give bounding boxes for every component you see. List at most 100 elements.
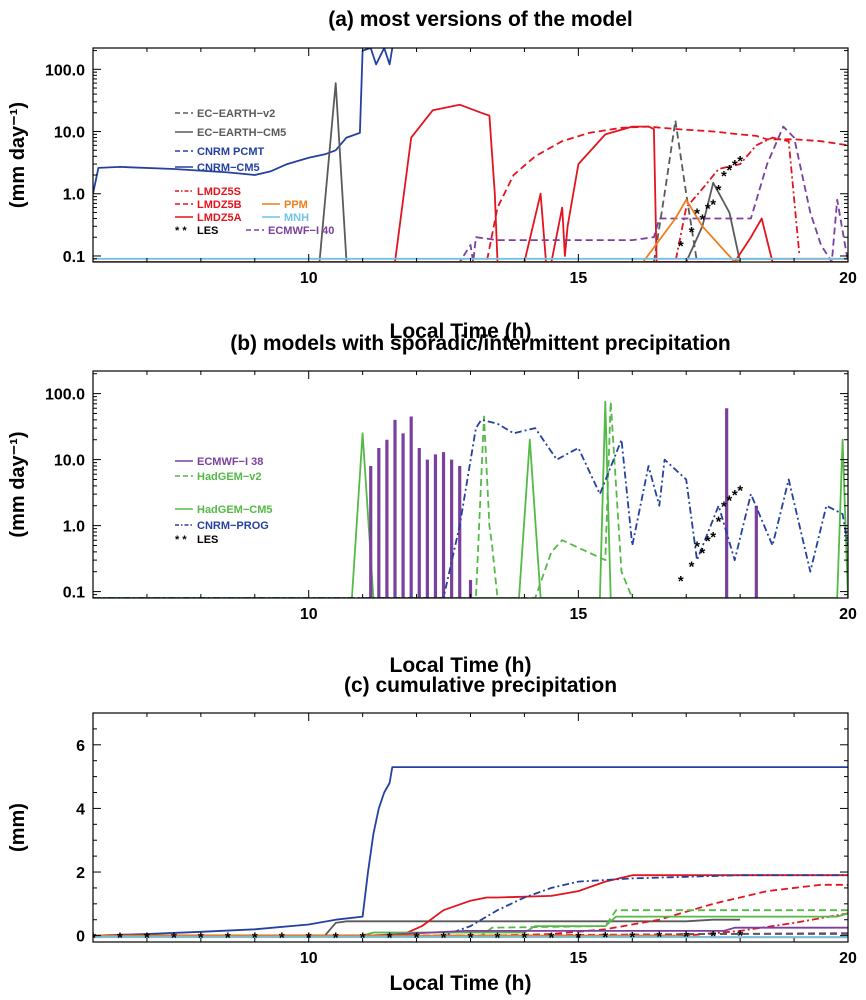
les-point: * xyxy=(360,929,366,946)
series-line-lmdz5a xyxy=(93,874,848,937)
les-point: * xyxy=(716,513,722,530)
series-line-ec-earth-cm5 xyxy=(93,82,741,262)
y-tick-label: 100.0 xyxy=(45,387,85,404)
x-tick-label: 10 xyxy=(300,606,318,623)
series-line-cnrm-cm5 xyxy=(93,48,394,194)
legend-label: LMDZ5S xyxy=(197,186,241,198)
les-point: * xyxy=(710,196,716,213)
series-line-cnrm-prog xyxy=(93,418,848,598)
les-point: * xyxy=(629,929,635,946)
legend-marker-les: * * xyxy=(175,534,187,546)
legend-label: ECMWF−I 40 xyxy=(268,225,334,237)
les-point: * xyxy=(548,929,554,946)
series-line-lmdz5s xyxy=(93,136,801,262)
les-point: * xyxy=(279,929,285,946)
series-line-ecmwf-i-40 xyxy=(93,125,848,262)
les-point: * xyxy=(732,157,738,174)
les-point: * xyxy=(656,929,662,946)
les-point: * xyxy=(252,929,258,946)
les-point: * xyxy=(721,168,727,185)
les-point: * xyxy=(710,928,716,945)
legend-label: CNRM−PROG xyxy=(197,520,269,532)
y-axis-label: (mm day⁻¹) xyxy=(7,102,29,208)
les-point: * xyxy=(387,929,393,946)
chart-title: (a) most versions of the model xyxy=(328,8,633,31)
series-line-hadgem-cm5 xyxy=(93,400,848,598)
y-tick-label: 0.1 xyxy=(63,249,85,266)
les-point: * xyxy=(699,545,705,562)
legend-label: LMDZ5A xyxy=(197,212,242,224)
les-point: * xyxy=(689,558,695,575)
x-axis-label: Local Time (h) xyxy=(390,320,532,343)
panel-b: (b) models with sporadic/intermittent pr… xyxy=(7,332,857,677)
les-point: * xyxy=(726,492,732,509)
y-tick-label: 100.0 xyxy=(45,62,85,79)
x-tick-label: 20 xyxy=(839,606,857,623)
legend-label: MNH xyxy=(284,212,309,224)
les-point: * xyxy=(705,533,711,550)
les-point: * xyxy=(694,205,700,222)
les-point: * xyxy=(678,573,684,590)
les-point: * xyxy=(737,483,743,500)
les-point: * xyxy=(710,529,716,546)
x-axis-label: Local Time (h) xyxy=(390,972,532,995)
series-line-hadgem-cm5 xyxy=(93,912,848,937)
legend-label: LMDZ5B xyxy=(197,199,242,211)
les-point: * xyxy=(602,929,608,946)
series-line-cnrm-cm5 xyxy=(93,766,848,937)
y-axis-label: (mm day⁻¹) xyxy=(7,431,29,537)
series-line-hadgem-v2 xyxy=(93,400,634,598)
panel-c: (c) cumulative precipitation * * * * * * * * * * * *… xyxy=(7,674,857,995)
legend: EC−EARTH−v2 EC−EARTH−CM5 CNRM PCMT CNRM−CM5… xyxy=(175,108,334,237)
legend: ECMWF−I 38 HadGEM−v2 HadGEM−CM5 CNRM−PROG * … xyxy=(175,456,273,546)
les-point: * xyxy=(683,929,689,946)
x-tick-label: 10 xyxy=(300,950,318,967)
les-point: * xyxy=(225,929,231,946)
x-tick-label: 10 xyxy=(300,270,318,287)
x-tick-label: 15 xyxy=(569,270,587,287)
les-point: * xyxy=(699,212,705,229)
legend-label: LES xyxy=(197,225,218,237)
y-tick-label: 10.0 xyxy=(54,453,85,470)
les-point: * xyxy=(705,201,711,218)
legend-label: PPM xyxy=(284,199,308,211)
series-line-ec-earth-v2 xyxy=(93,933,848,937)
les-point: * xyxy=(198,929,204,946)
series-group: *** ** *** * * * xyxy=(93,400,848,598)
les-point: * xyxy=(716,182,722,199)
les-point: * xyxy=(694,538,700,555)
les-point: * xyxy=(737,928,743,945)
chart-title: (c) cumulative precipitation xyxy=(344,674,617,697)
y-tick-label: 6 xyxy=(76,738,85,755)
les-point: * xyxy=(495,929,501,946)
series-group: *** ** *** * * * xyxy=(93,48,848,262)
les-point: * xyxy=(522,929,528,946)
les-point: * xyxy=(689,224,695,241)
les-point: * xyxy=(333,929,339,946)
y-axis-label: (mm) xyxy=(7,803,29,852)
les-point: * xyxy=(726,162,732,179)
les-point: * xyxy=(117,929,123,946)
les-point: * xyxy=(678,238,684,255)
x-axis-label: Local Time (h) xyxy=(390,654,532,677)
legend-label: EC−EARTH−v2 xyxy=(197,108,275,120)
les-point: * xyxy=(441,929,447,946)
panel-a: (a) most versions of the model*** ** *** * *… xyxy=(7,8,857,343)
y-tick-label: 0.1 xyxy=(63,585,85,602)
chart-title: (b) models with sporadic/intermittent pr… xyxy=(230,332,731,355)
y-tick-label: 1.0 xyxy=(63,519,85,536)
legend-label: CNRM−CM5 xyxy=(197,162,260,174)
series-line-cnrm-prog xyxy=(93,874,848,937)
legend-marker-les: * * xyxy=(175,225,187,237)
legend-label: CNRM PCMT xyxy=(197,146,264,158)
legend-label: ECMWF−I 38 xyxy=(197,456,263,468)
legend-label: EC−EARTH−CM5 xyxy=(197,127,286,139)
legend-label: HadGEM−v2 xyxy=(197,471,262,483)
y-tick-label: 0 xyxy=(76,929,85,946)
les-point: * xyxy=(171,929,177,946)
series-line-lmdz5a xyxy=(93,103,848,262)
legend-label: LES xyxy=(197,534,218,546)
y-tick-label: 4 xyxy=(76,801,85,818)
series-group: ************************* xyxy=(93,766,848,946)
